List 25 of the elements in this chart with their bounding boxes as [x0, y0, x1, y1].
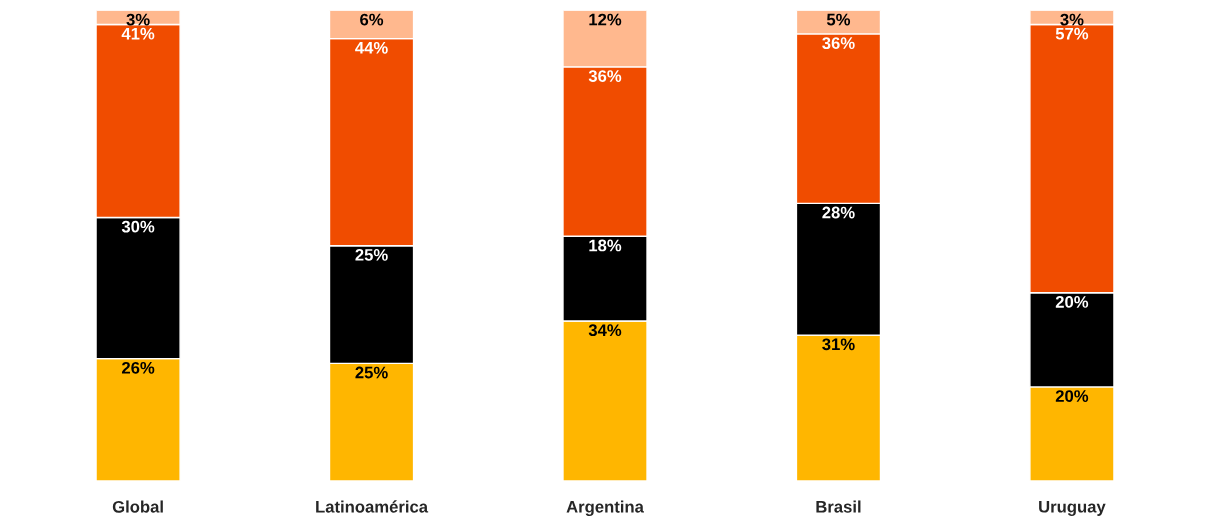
data-label: 26% — [121, 361, 155, 374]
data-label: 30% — [121, 220, 155, 233]
data-label: 31% — [822, 338, 855, 351]
data-label: 20% — [1055, 390, 1089, 402]
data-label: 34% — [588, 324, 622, 337]
x-tick-label: Brasil — [816, 500, 861, 513]
x-tick-label: Uruguay — [1039, 500, 1106, 516]
data-label: 20% — [1055, 296, 1089, 308]
data-label: 25% — [355, 366, 388, 379]
data-label: 57% — [1055, 27, 1089, 40]
data-label: 12% — [589, 13, 622, 26]
x-tick-label: Global — [112, 500, 163, 513]
data-label: 25% — [355, 248, 388, 261]
data-label: 41% — [121, 27, 155, 40]
data-label: 36% — [588, 70, 622, 82]
x-tick-label: Latinoamérica — [316, 500, 429, 513]
data-label: 6% — [360, 13, 384, 26]
data-label: 28% — [822, 206, 855, 219]
data-label: 36% — [822, 37, 855, 50]
data-label: 44% — [355, 41, 388, 54]
data-label: 3% — [1060, 13, 1084, 26]
data-label: 3% — [126, 13, 150, 26]
data-label: 5% — [826, 13, 851, 26]
x-tick-label: Argentina — [566, 500, 644, 517]
data-label: 18% — [589, 239, 622, 252]
